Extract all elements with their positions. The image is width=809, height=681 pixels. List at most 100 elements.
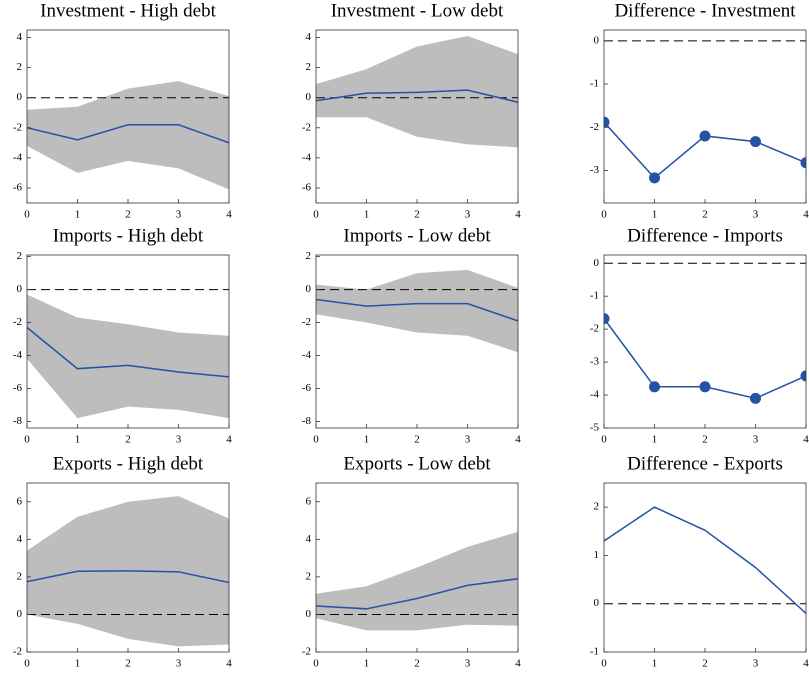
y-tick-label: -6 [302, 382, 312, 394]
x-tick-label: 3 [465, 434, 471, 446]
y-tick-label: -6 [13, 181, 23, 193]
y-tick-label: 6 [17, 495, 23, 507]
y-tick-label: -2 [13, 646, 22, 658]
y-tick-label: -4 [13, 151, 23, 163]
y-tick-label: 2 [594, 501, 600, 513]
y-tick-label: -5 [590, 422, 600, 434]
series-line [316, 578, 518, 610]
y-tick-label: 4 [17, 31, 23, 43]
panel: Imports - Low debt -8 -6 -4 -2 0 2 0 1 2 3 4 [302, 225, 521, 445]
chart-title: Difference - Exports [627, 453, 783, 474]
y-tick-label: -6 [302, 181, 312, 193]
y-tick-label: 2 [306, 61, 312, 73]
x-tick-label: 1 [364, 434, 370, 446]
y-tick-label: 0 [306, 91, 312, 103]
x-tick-label: 1 [652, 434, 658, 446]
point [649, 381, 660, 393]
x-tick-label: 4 [803, 434, 809, 446]
series-line [27, 570, 229, 584]
y-tick-label: 0 [594, 257, 600, 269]
x-tick-label: 2 [702, 209, 708, 221]
y-tick-label: -3 [590, 164, 600, 176]
x-tick-label: 0 [24, 658, 30, 670]
y-tick-label: 2 [17, 61, 23, 73]
x-tick-label: 2 [125, 658, 131, 670]
x-tick-label: 3 [753, 658, 759, 670]
x-tick-label: 4 [803, 658, 809, 670]
x-tick-label: 3 [465, 658, 471, 670]
x-tick-label: 2 [125, 209, 131, 221]
y-tick-label: -4 [590, 389, 600, 401]
y-tick-label: 4 [306, 533, 312, 545]
confidence-band [27, 81, 229, 190]
point [699, 381, 711, 393]
plot-area [27, 496, 229, 647]
x-tick-label: 0 [601, 658, 607, 670]
x-tick-label: 1 [652, 209, 658, 221]
x-tick-label: 4 [515, 434, 521, 446]
chart-title: Exports - Low debt [343, 453, 491, 474]
y-tick-label: -2 [590, 323, 599, 335]
axes-frame [603, 29, 807, 204]
x-tick-label: 4 [803, 209, 809, 221]
x-tick-label: 3 [465, 209, 471, 221]
y-tick-label: -6 [13, 382, 23, 394]
x-tick-label: 1 [364, 209, 370, 221]
chart-title: Difference - Investment [614, 0, 796, 21]
x-tick-label: 1 [75, 658, 81, 670]
plot-area [27, 289, 229, 419]
confidence-band [27, 294, 229, 419]
plot-area [604, 40, 806, 184]
point [604, 116, 610, 128]
y-tick-label: -1 [590, 78, 599, 90]
x-tick-label: 4 [226, 658, 232, 670]
y-tick-label: 4 [17, 533, 23, 545]
chart-title: Imports - Low debt [343, 225, 491, 246]
series-line [316, 89, 518, 103]
y-tick-label: -2 [590, 121, 599, 133]
x-tick-label: 4 [515, 209, 521, 221]
chart-title: Exports - High debt [53, 453, 204, 474]
series-line [27, 124, 229, 144]
y-tick-label: -8 [302, 415, 312, 427]
y-tick-label: 2 [306, 570, 312, 582]
y-tick-label: 2 [17, 570, 23, 582]
axes-frame [603, 254, 807, 429]
series-line [316, 298, 518, 322]
x-tick-label: 4 [515, 658, 521, 670]
y-tick-label: -1 [590, 646, 599, 658]
x-tick-label: 0 [601, 434, 607, 446]
y-tick-label: 1 [594, 549, 600, 561]
y-tick-label: -4 [13, 349, 23, 361]
point [750, 392, 761, 404]
y-tick-label: -8 [13, 415, 23, 427]
x-tick-label: 0 [313, 658, 319, 670]
panel: Difference - Investment -3 -2 -1 0 0 1 2 3 4 [590, 0, 809, 220]
chart-title: Imports - High debt [53, 225, 204, 246]
chart-title: Investment - High debt [40, 0, 216, 21]
y-tick-label: -4 [302, 349, 312, 361]
plot-area [316, 36, 518, 148]
point [604, 313, 610, 325]
y-tick-label: -1 [590, 290, 599, 302]
y-tick-label: 0 [594, 597, 600, 609]
y-tick-label: 6 [306, 495, 312, 507]
y-tick-label: 0 [594, 34, 600, 46]
x-tick-label: 0 [601, 209, 607, 221]
x-tick-label: 0 [313, 209, 319, 221]
plot-area [316, 269, 518, 353]
y-tick-label: -2 [302, 316, 311, 328]
y-tick-label: -4 [302, 151, 312, 163]
panel: Difference - Imports -5 -4 -3 -2 -1 0 0 1 2 3 4 [590, 225, 809, 445]
x-tick-label: 3 [176, 209, 182, 221]
panel: Imports - High debt -8 -6 -4 -2 0 2 0 1 2 3 4 [13, 225, 232, 445]
x-tick-label: 0 [313, 434, 319, 446]
series-line [27, 326, 229, 378]
point [750, 136, 761, 148]
y-tick-label: 2 [17, 250, 23, 262]
confidence-band [316, 531, 518, 631]
chart-title: Investment - Low debt [331, 0, 504, 21]
y-tick-label: 0 [17, 91, 23, 103]
y-tick-label: -2 [302, 121, 311, 133]
